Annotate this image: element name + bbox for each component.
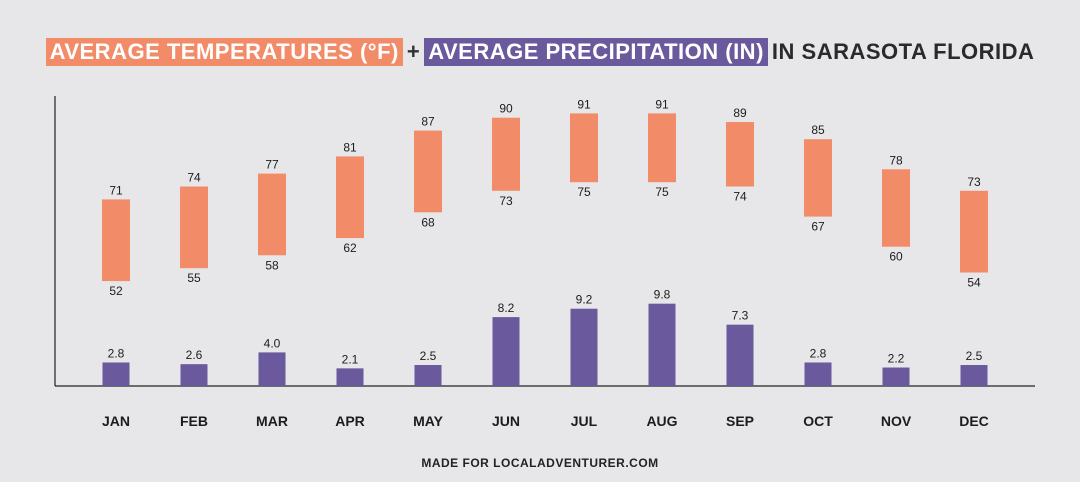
temp-range-bar-jun bbox=[492, 117, 520, 191]
temp-high-label-jul: 91 bbox=[577, 97, 591, 111]
month-label-mar: MAR bbox=[256, 413, 288, 429]
temp-range-bar-jul bbox=[570, 113, 598, 183]
temp-high-label-aug: 91 bbox=[655, 97, 669, 111]
precip-bar-nov bbox=[882, 367, 910, 386]
precip-bar-oct bbox=[804, 362, 832, 386]
temp-low-label-jul: 75 bbox=[577, 185, 591, 199]
precip-bar-jun bbox=[492, 317, 520, 386]
temp-range-bar-aug bbox=[648, 113, 676, 183]
precip-value-label-nov: 2.2 bbox=[888, 352, 905, 366]
precip-bar-sep bbox=[726, 324, 754, 386]
temp-low-label-aug: 75 bbox=[655, 185, 669, 199]
month-label-feb: FEB bbox=[180, 413, 208, 429]
footer-credit: MADE FOR LOCALADVENTURER.COM bbox=[421, 456, 659, 470]
temp-low-label-sep: 74 bbox=[733, 190, 747, 204]
month-label-oct: OCT bbox=[803, 413, 833, 429]
temp-high-label-jan: 71 bbox=[109, 183, 123, 197]
month-labels: JAN FEB MAR APR MAY JUN JUL AUG SEP OCT NOV DEC bbox=[102, 413, 989, 429]
month-label-dec: DEC bbox=[959, 413, 989, 429]
temp-range-bar-jan bbox=[102, 199, 130, 282]
temp-high-label-apr: 81 bbox=[343, 140, 357, 154]
precip-bar-feb bbox=[180, 364, 208, 386]
month-label-may: MAY bbox=[413, 413, 443, 429]
temp-high-label-may: 87 bbox=[421, 115, 435, 129]
temperature-range-bars: 71 52 74 55 77 58 81 62 87 68 90 73 91 75 91 75 89 74 85 67… bbox=[102, 97, 988, 298]
precip-value-label-mar: 4.0 bbox=[264, 336, 281, 350]
precip-bar-jan bbox=[102, 362, 130, 386]
temp-low-label-feb: 55 bbox=[187, 271, 201, 285]
temp-range-bar-nov bbox=[882, 169, 910, 247]
precip-value-label-apr: 2.1 bbox=[342, 352, 359, 366]
temp-low-label-nov: 60 bbox=[889, 250, 903, 264]
precip-bar-apr bbox=[336, 368, 364, 386]
title-temperature-part: AVERAGE TEMPERATURES (°F) bbox=[45, 38, 403, 66]
chart-title: AVERAGE TEMPERATURES (°F) + AVERAGE PREC… bbox=[0, 38, 1080, 66]
temp-low-label-may: 68 bbox=[421, 215, 435, 229]
precip-value-label-jan: 2.8 bbox=[108, 346, 125, 360]
temp-low-label-dec: 54 bbox=[967, 276, 981, 290]
temp-range-bar-sep bbox=[726, 122, 754, 187]
precip-value-label-dec: 2.5 bbox=[966, 349, 983, 363]
temp-low-label-jun: 73 bbox=[499, 194, 513, 208]
temp-low-label-mar: 58 bbox=[265, 258, 279, 272]
precipitation-bars: 2.8 2.6 4.0 2.1 2.5 8.2 9.2 9.8 7.3 2.8 2.2 2.5 bbox=[102, 288, 988, 386]
month-label-aug: AUG bbox=[646, 413, 677, 429]
precip-bar-may bbox=[414, 365, 442, 386]
title-plus: + bbox=[406, 39, 421, 64]
precip-value-label-oct: 2.8 bbox=[810, 346, 827, 360]
title-precipitation-part: AVERAGE PRECIPITATION (IN) bbox=[424, 38, 768, 66]
temp-low-label-jan: 52 bbox=[109, 284, 123, 298]
precip-value-label-jun: 8.2 bbox=[498, 301, 515, 315]
month-label-jan: JAN bbox=[102, 413, 130, 429]
temp-high-label-mar: 77 bbox=[265, 158, 279, 172]
month-label-nov: NOV bbox=[881, 413, 912, 429]
temp-range-bar-apr bbox=[336, 156, 364, 239]
precip-bar-aug bbox=[648, 303, 676, 386]
temp-range-bar-feb bbox=[180, 186, 208, 269]
chart-axes bbox=[54, 96, 1035, 387]
temp-high-label-dec: 73 bbox=[967, 175, 981, 189]
month-label-jul: JUL bbox=[571, 413, 598, 429]
month-label-jun: JUN bbox=[492, 413, 520, 429]
temp-high-label-feb: 74 bbox=[187, 171, 201, 185]
precip-bar-dec bbox=[960, 365, 988, 386]
temp-low-label-oct: 67 bbox=[811, 220, 825, 234]
precip-value-label-sep: 7.3 bbox=[732, 309, 749, 323]
temp-range-bar-oct bbox=[804, 139, 832, 217]
temp-range-bar-mar bbox=[258, 173, 286, 256]
temp-high-label-oct: 85 bbox=[811, 123, 825, 137]
precip-value-label-aug: 9.8 bbox=[654, 288, 671, 302]
temp-high-label-jun: 90 bbox=[499, 102, 513, 116]
temp-high-label-nov: 78 bbox=[889, 153, 903, 167]
temp-range-bar-dec bbox=[960, 190, 988, 273]
title-location-part: IN SARASOTA FLORIDA bbox=[771, 39, 1035, 64]
temp-high-label-sep: 89 bbox=[733, 106, 747, 120]
precip-value-label-may: 2.5 bbox=[420, 349, 437, 363]
temp-low-label-apr: 62 bbox=[343, 241, 357, 255]
precip-value-label-jul: 9.2 bbox=[576, 293, 593, 307]
precip-bar-mar bbox=[258, 352, 286, 386]
month-label-sep: SEP bbox=[726, 413, 754, 429]
precip-value-label-feb: 2.6 bbox=[186, 348, 203, 362]
month-label-apr: APR bbox=[335, 413, 365, 429]
precip-bar-jul bbox=[570, 308, 598, 386]
temp-range-bar-may bbox=[414, 130, 442, 213]
